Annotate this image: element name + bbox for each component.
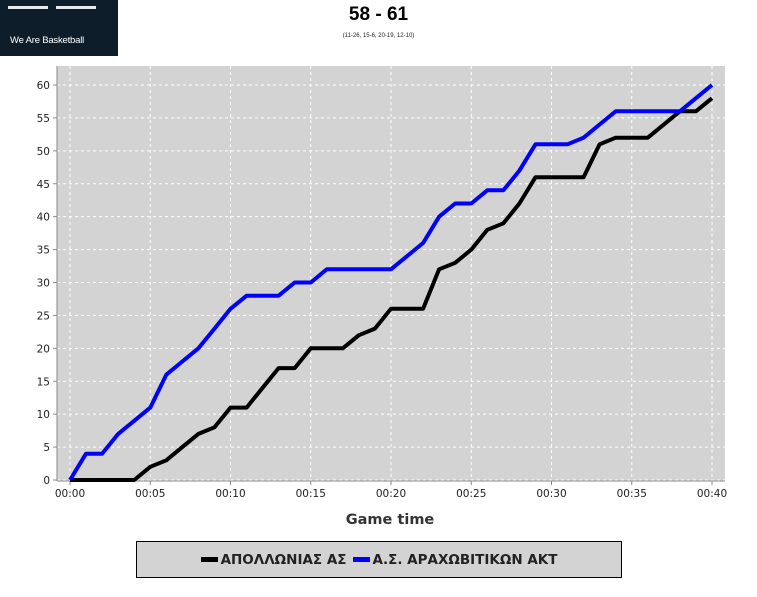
logo-mark <box>8 0 48 9</box>
final-score: 58 - 61 <box>348 4 409 25</box>
y-tick-label: 55 <box>37 113 50 125</box>
logo-tagline: We Are Basketball <box>10 35 85 46</box>
y-tick-label: 45 <box>37 179 50 191</box>
series-lines <box>68 83 714 482</box>
x-tick-label: 00:40 <box>697 488 727 500</box>
y-tick-label: 20 <box>37 343 50 355</box>
x-tick-label: 00:20 <box>376 488 406 500</box>
y-tick-label: 15 <box>37 376 50 388</box>
legend-item-1: ΑΠΟΛΛΩΝΙΑΣ ΑΣ <box>200 551 347 568</box>
axes: 0 5 10 15 20 25 30 35 40 45 50 55 60 00:00 00:05 00:10 0… <box>37 66 727 500</box>
legend-item-2: Α.Σ. ΑΡΑΧΩΒΙΤΙΚΩΝ ΑΚΤ <box>352 551 558 568</box>
legend-swatch <box>352 557 370 562</box>
logo-mark-2 <box>56 0 96 9</box>
y-tick-label: 0 <box>43 475 50 487</box>
x-tick-label: 00:05 <box>135 488 165 500</box>
y-tick-label: 35 <box>37 245 50 257</box>
y-tick-label: 50 <box>37 146 50 158</box>
x-tick-label: 00:35 <box>617 488 647 500</box>
y-tick-label: 10 <box>37 409 50 421</box>
y-tick-label: 25 <box>37 310 50 322</box>
logo: We Are Basketball <box>0 0 118 56</box>
y-tick-label: 30 <box>37 278 50 290</box>
x-tick-label: 00:25 <box>456 488 486 500</box>
x-tick-label: 00:30 <box>536 488 566 500</box>
series-line-2 <box>68 83 714 482</box>
legend: ΑΠΟΛΛΩΝΙΑΣ ΑΣ Α.Σ. ΑΡΑΧΩΒΙΤΙΚΩΝ ΑΚΤ <box>136 541 622 578</box>
y-tick-label: 60 <box>37 80 50 92</box>
y-tick-label: 40 <box>37 212 50 224</box>
quarter-scores: (11-26, 15-6, 20-19, 12-10) <box>342 33 415 39</box>
plot-background <box>57 66 725 481</box>
legend-label: ΑΠΟΛΛΩΝΙΑΣ ΑΣ <box>220 551 347 568</box>
legend-label: Α.Σ. ΑΡΑΧΩΒΙΤΙΚΩΝ ΑΚΤ <box>372 551 558 568</box>
x-tick-label: 00:10 <box>215 488 245 500</box>
y-tick-label: 5 <box>43 442 50 454</box>
legend-swatch <box>200 557 218 562</box>
x-axis-title: Game time <box>346 512 435 528</box>
x-tick-label: 00:15 <box>296 488 326 500</box>
series-line-1 <box>70 96 714 482</box>
x-tick-label: 00:00 <box>55 488 85 500</box>
